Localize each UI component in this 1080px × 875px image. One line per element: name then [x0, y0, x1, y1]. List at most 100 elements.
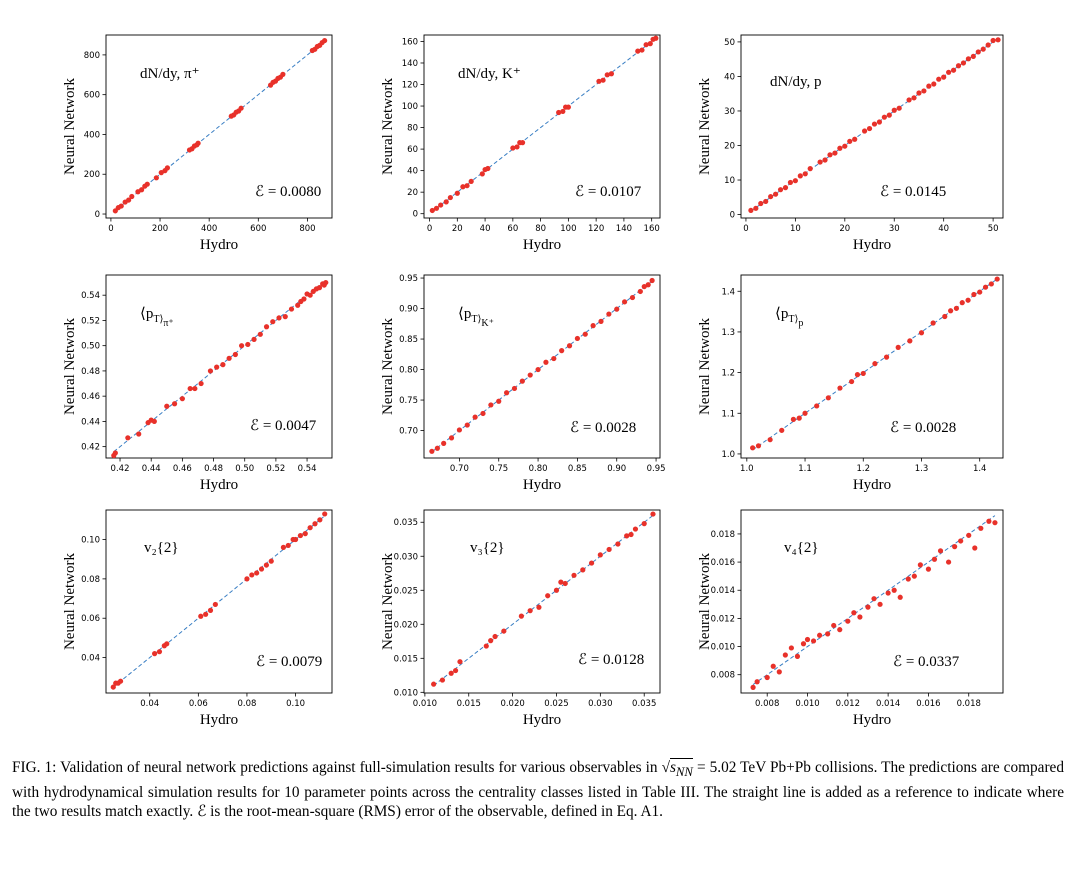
data-point: [641, 521, 647, 527]
data-point: [292, 536, 299, 543]
data-point: [959, 300, 965, 306]
data-point: [280, 544, 286, 550]
plot-frame: [423, 509, 661, 694]
y-tick-label: 0.010: [394, 688, 418, 698]
data-point: [604, 72, 610, 78]
data-point: [768, 193, 774, 200]
data-point: [276, 315, 282, 321]
panel-7: 0.04 0.06 0.08 0.10 0.04 0.06 0.08 0.10 Hydro Neu…: [62, 509, 333, 728]
y-tick-label: 10: [724, 176, 735, 186]
y-axis-label: Neural Network: [697, 317, 713, 415]
data-point: [615, 541, 621, 547]
data-point: [952, 544, 958, 550]
data-point: [249, 572, 255, 578]
data-point: [764, 674, 770, 681]
x-tick-label: 800: [299, 224, 315, 234]
data-point: [942, 313, 948, 320]
y-tick-label: 0.010: [711, 643, 735, 653]
y-tick-label: 120: [402, 81, 418, 91]
plot-frame: [423, 274, 661, 459]
data-point: [990, 37, 996, 44]
y-tick-label: 0.42: [81, 443, 100, 453]
x-tick-label: 20: [452, 224, 463, 234]
data-point: [971, 291, 977, 298]
data-point: [776, 669, 782, 675]
y-tick-label: 0.025: [394, 586, 418, 596]
y-axis-label: Neural Network: [697, 77, 713, 175]
y-tick-label: 0.75: [399, 396, 418, 406]
y-tick-label: 0.016: [711, 558, 735, 568]
x-tick-label: 0.46: [173, 464, 192, 474]
data-point: [460, 184, 466, 190]
data-point: [164, 641, 170, 647]
panel-label: dN/dy, π⁺: [140, 66, 200, 82]
y-tick-label: 80: [407, 124, 418, 134]
x-tick-label: 0.012: [836, 699, 860, 709]
data-point: [553, 587, 560, 593]
data-point: [946, 69, 952, 75]
data-point: [152, 651, 158, 657]
data-point: [925, 566, 932, 572]
data-point: [817, 632, 823, 638]
error-label: ℰ = 0.0047: [250, 418, 317, 434]
data-point: [307, 525, 313, 531]
data-point: [518, 613, 524, 619]
data-point: [297, 532, 304, 539]
data-point: [911, 95, 917, 101]
data-point: [501, 628, 507, 634]
data-point: [439, 677, 446, 683]
x-tick-label: 0.06: [189, 699, 208, 709]
data-point: [129, 193, 135, 200]
data-point: [931, 556, 938, 562]
data-point: [483, 643, 489, 649]
data-point: [918, 330, 925, 336]
y-tick-label: 100: [402, 102, 418, 112]
data-point: [800, 641, 807, 647]
data-point: [994, 276, 1000, 282]
data-point: [514, 144, 520, 150]
x-tick-label: 400: [201, 224, 217, 234]
data-point: [854, 372, 861, 378]
x-tick-label: 0: [743, 224, 748, 234]
data-point: [857, 614, 863, 620]
data-point: [496, 398, 502, 404]
y-tick-label: 0.06: [81, 614, 100, 624]
caption-sqrt-sub: NN: [675, 765, 693, 780]
data-point: [431, 681, 437, 687]
data-point: [270, 319, 276, 325]
data-point: [770, 663, 776, 669]
data-point: [312, 521, 318, 527]
data-point: [195, 140, 201, 146]
x-tick-label: 0.85: [568, 464, 587, 474]
data-point: [472, 414, 478, 420]
data-point: [268, 558, 274, 564]
panel-label: v₄{2}: [784, 540, 819, 556]
x-tick-label: 10: [790, 224, 801, 234]
y-axis-label: Neural Network: [380, 317, 396, 415]
data-point: [877, 601, 883, 607]
y-tick-label: 200: [84, 170, 100, 180]
x-tick-label: 0.018: [957, 699, 981, 709]
panel-6: 1.0 1.1 1.2 1.3 1.4 1.0 1.1 1.2 1.3 1.4 Hydro Neura…: [697, 274, 1004, 493]
x-tick-label: 0.80: [529, 464, 548, 474]
reference-line: [115, 40, 325, 211]
data-point: [866, 125, 873, 132]
data-point: [565, 104, 571, 110]
plot-frame: [105, 34, 333, 219]
data-point: [937, 548, 944, 554]
data-point: [504, 390, 510, 396]
data-point: [443, 199, 449, 205]
data-point: [245, 341, 251, 348]
data-point: [653, 35, 659, 41]
data-point: [125, 435, 131, 441]
y-tick-label: 0.030: [394, 552, 418, 562]
data-point: [545, 593, 551, 599]
data-point: [580, 567, 586, 573]
data-point: [447, 194, 453, 201]
data-point: [220, 362, 226, 368]
data-point: [566, 343, 573, 349]
x-tick-label: 0.008: [755, 699, 779, 709]
data-point: [263, 562, 269, 568]
x-tick-label: 50: [988, 224, 999, 234]
x-tick-label: 0.020: [500, 699, 524, 709]
